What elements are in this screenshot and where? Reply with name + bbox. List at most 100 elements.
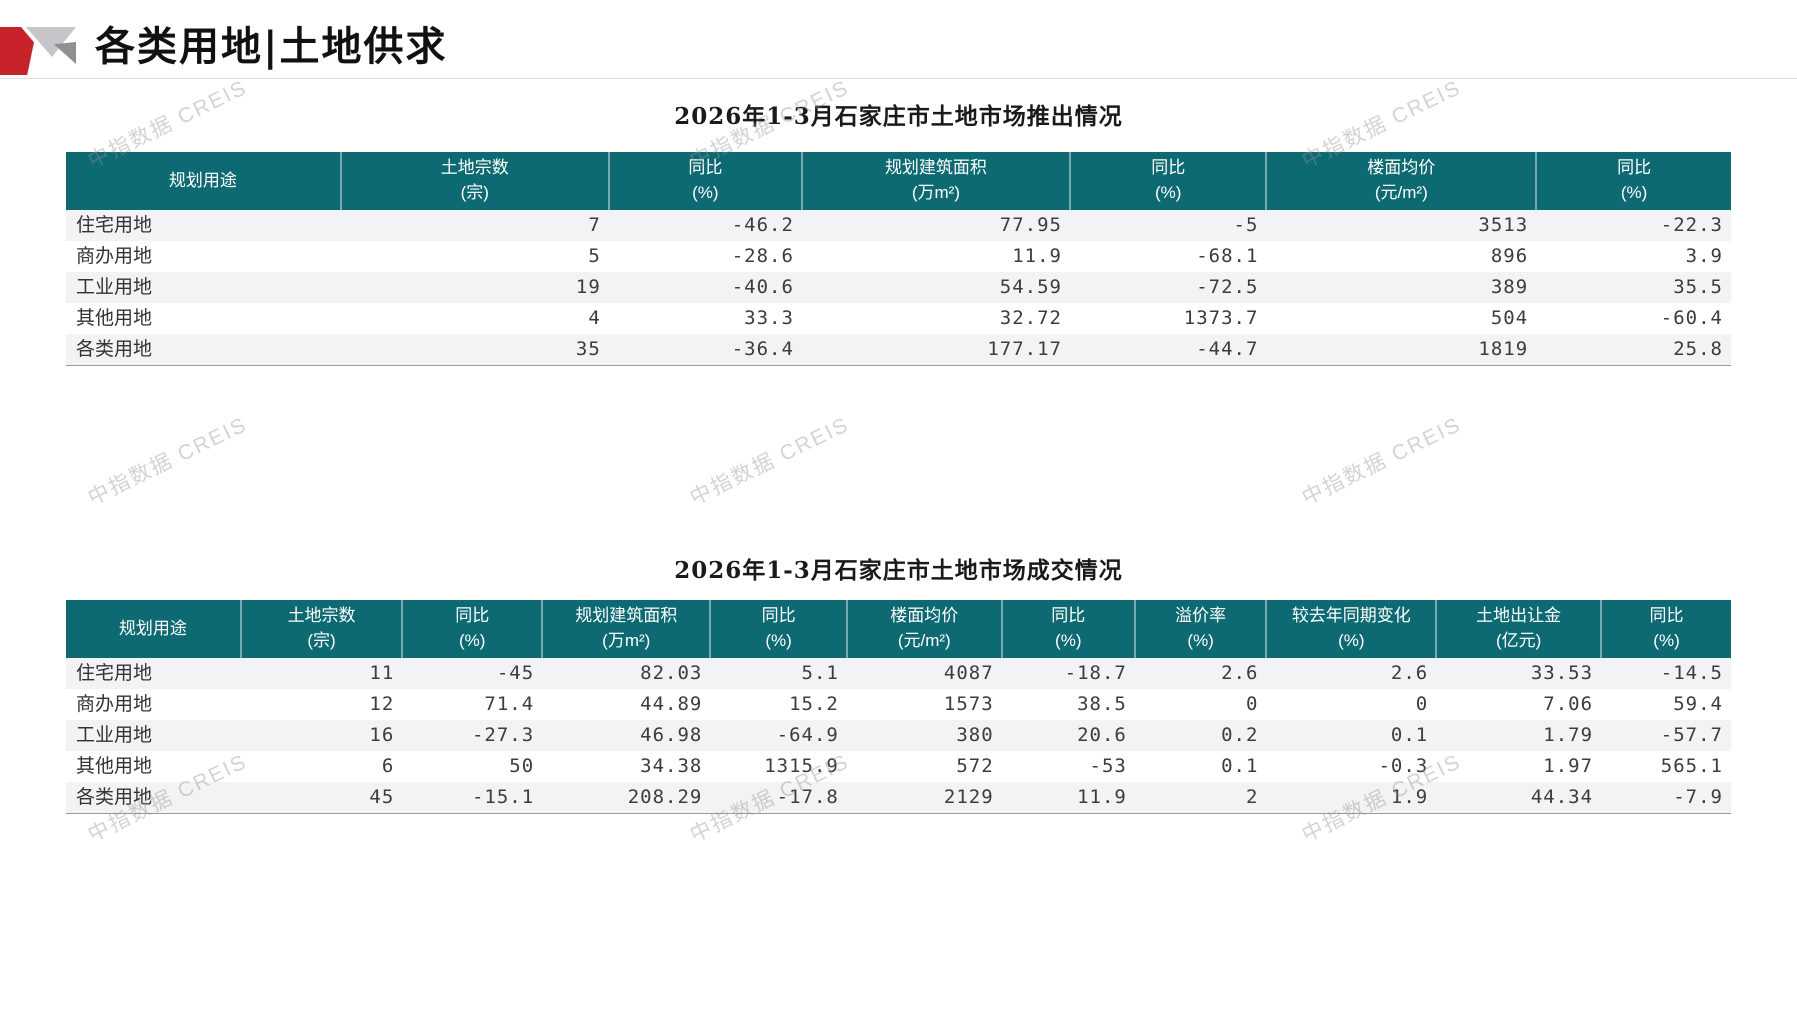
cell-value: 1819: [1266, 334, 1537, 366]
cell-value: 45: [240, 782, 403, 814]
cell-value: 35: [340, 334, 609, 366]
table-row: 各类用地 35 -36.4 177.17 -44.7 1819 25.8: [66, 334, 1731, 366]
cell-value: 1373.7: [1183, 307, 1259, 329]
cell-value: 2129: [846, 782, 1002, 814]
cell-value: 32.72: [999, 307, 1062, 329]
cell-value: 71.4: [484, 693, 535, 715]
row-label: 各类用地: [66, 334, 341, 366]
cell-value: -27.3: [471, 724, 535, 746]
cell-value: 33.3: [744, 307, 794, 329]
cell-value: 12: [369, 693, 395, 715]
row-label: 商办用地: [76, 245, 153, 267]
column-header: 规划建筑面积 (万m²): [800, 152, 1070, 210]
cell-value: 50: [509, 755, 535, 777]
watermark: 中指数据 CREIS: [686, 412, 853, 510]
watermark: 中指数据 CREIS: [1298, 412, 1465, 510]
cell-value: 11: [369, 662, 395, 684]
column-header: 土地宗数 (宗): [239, 600, 403, 658]
cell-value: 82.03: [640, 662, 703, 684]
column-header: 较去年同期变化 (%): [1265, 600, 1437, 658]
table-row: 住宅用地 11 -45 82.03 5.1 4087 -18.7 2.6 2.6 33.53 -14…: [66, 658, 1731, 689]
cell-value: 504: [1490, 307, 1529, 329]
cell-value: 11.9: [1001, 782, 1135, 814]
cell-value: 2.6: [1221, 662, 1259, 684]
table-row: 工业用地 19 -40.6 54.59 -72.5 389 35.5: [66, 272, 1731, 303]
cell-value: 0: [1245, 693, 1259, 715]
cell-value: -46.2: [731, 214, 794, 236]
column-header: 同比 (%): [709, 600, 847, 658]
cell-value: 1.97: [1543, 755, 1594, 777]
row-label: 工业用地: [76, 724, 153, 746]
table-row: 住宅用地 7 -46.2 77.95 -5 3513 -22.3: [66, 210, 1731, 241]
cell-value: 44.89: [640, 693, 703, 715]
column-header: 规划用途: [66, 152, 341, 210]
cell-value: 54.59: [999, 276, 1062, 298]
creis-logo: [0, 27, 76, 75]
cell-value: 380: [956, 724, 994, 746]
cell-value: -15.1: [402, 782, 543, 814]
cell-value: -5: [1233, 214, 1259, 236]
column-header: 规划建筑面积 (万m²): [541, 600, 711, 658]
cell-value: 25.8: [1536, 334, 1731, 366]
cell-value: 1.79: [1543, 724, 1594, 746]
cell-value: 11.9: [1012, 245, 1062, 267]
column-header: 同比 (%): [607, 152, 802, 210]
cell-value: 34.38: [640, 755, 703, 777]
cell-value: 0.1: [1221, 755, 1259, 777]
cell-value: 16: [369, 724, 395, 746]
page-header: 各类用地|土地供求: [0, 0, 1797, 79]
column-header: 同比 (%): [401, 600, 543, 658]
cell-value: -64.9: [776, 724, 839, 746]
cell-value: -40.6: [731, 276, 794, 298]
cell-value: 7: [588, 214, 601, 236]
watermark: 中指数据 CREIS: [84, 412, 251, 510]
cell-value: 77.95: [999, 214, 1062, 236]
row-label: 各类用地: [66, 782, 241, 814]
cell-value: -68.1: [1196, 245, 1259, 267]
cell-value: -22.3: [1660, 214, 1723, 236]
cell-value: 1573: [943, 693, 994, 715]
cell-value: 572: [956, 755, 994, 777]
header-row: 规划用途 土地宗数 (宗) 同比 (%) 规划建筑面积 (万m²) 同比 (%) 楼面均价 (元/m…: [66, 600, 1731, 658]
table-row: 商办用地 5 -28.6 11.9 -68.1 896 3.9: [66, 241, 1731, 272]
cell-value: -44.7: [1069, 334, 1267, 366]
column-header: 规划用途: [66, 600, 241, 658]
cell-value: 5: [588, 245, 601, 267]
cell-value: 5.1: [801, 662, 839, 684]
cell-value: -36.4: [608, 334, 802, 366]
cell-value: 4: [588, 307, 601, 329]
cell-value: 1.9: [1266, 782, 1437, 814]
row-label: 住宅用地: [76, 214, 153, 236]
cell-value: -57.7: [1660, 724, 1723, 746]
row-label: 工业用地: [76, 276, 153, 298]
column-header: 同比 (%): [1535, 152, 1731, 210]
cell-value: 389: [1490, 276, 1529, 298]
table-row: 其他用地 6 50 34.38 1315.9 572 -53 0.1 -0.3 1.97 565.1: [66, 751, 1731, 782]
transaction-table-title: 2026年1-3月石家庄市土地市场成交情况: [674, 557, 1123, 584]
cell-value: -72.5: [1196, 276, 1259, 298]
column-header: 同比 (%): [1600, 600, 1731, 658]
cell-value: 33.53: [1530, 662, 1594, 684]
cell-value: -45: [496, 662, 535, 684]
cell-value: 19: [575, 276, 601, 298]
land-supply-table: 规划用途 土地宗数 (宗) 同比 (%) 规划建筑面积 (万m²) 同比 (%) 楼面均价 (元/m…: [66, 152, 1731, 366]
cell-value: 38.5: [1077, 693, 1127, 715]
row-label: 商办用地: [76, 693, 153, 715]
cell-value: 208.29: [542, 782, 711, 814]
page-title: 各类用地|土地供求: [95, 23, 448, 70]
cell-value: 0.2: [1221, 724, 1259, 746]
column-header: 楼面均价 (元/m²): [1265, 152, 1537, 210]
cell-value: 46.98: [640, 724, 703, 746]
cell-value: 6: [381, 755, 395, 777]
column-header: 溢价率 (%): [1133, 600, 1267, 658]
cell-value: 1315.9: [764, 755, 839, 777]
cell-value: -60.4: [1660, 307, 1723, 329]
cell-value: -53: [1089, 755, 1127, 777]
cell-value: 2.6: [1390, 662, 1429, 684]
cell-value: 44.34: [1436, 782, 1602, 814]
logo-red-shape: [0, 27, 34, 75]
row-label: 其他用地: [76, 307, 153, 329]
column-header: 同比 (%): [1000, 600, 1135, 658]
cell-value: -0.3: [1378, 755, 1429, 777]
